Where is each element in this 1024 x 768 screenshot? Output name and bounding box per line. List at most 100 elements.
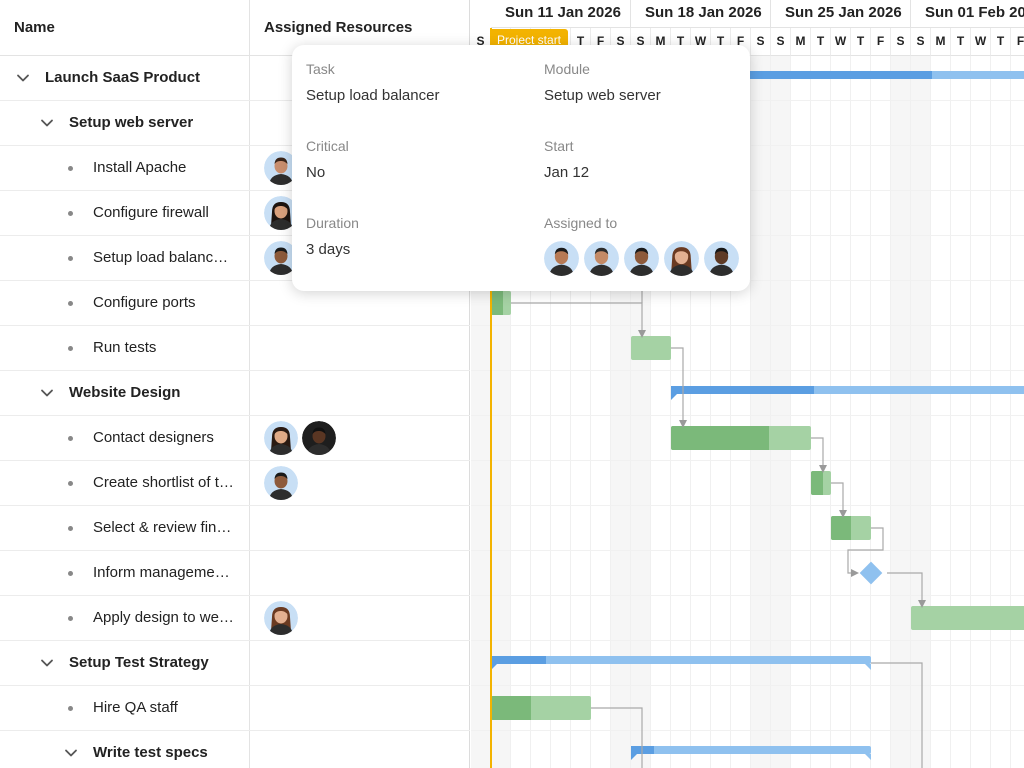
task-bar-configure-ports[interactable]	[491, 291, 511, 315]
tooltip-duration-label: Duration	[306, 215, 359, 231]
task-bar-run-tests[interactable]	[631, 336, 671, 360]
assigned-avatar[interactable]	[544, 241, 579, 276]
day-column	[531, 56, 551, 768]
task-row[interactable]: Inform manageme…	[0, 551, 470, 596]
summary-bar-website-design[interactable]	[671, 386, 1024, 400]
row-gridline	[471, 370, 1024, 371]
task-name: Website Design	[69, 384, 181, 401]
chevron-down-icon[interactable]	[64, 746, 78, 760]
task-row[interactable]: Install Apache	[0, 146, 470, 191]
task-row[interactable]: Hire QA staff	[0, 686, 470, 731]
tooltip-critical-value: No	[306, 164, 326, 181]
day-header: W	[831, 28, 851, 56]
assigned-avatar[interactable]	[704, 241, 739, 276]
tooltip-module: Module Setup web server	[544, 61, 754, 104]
day-column	[591, 56, 611, 768]
chevron-down-icon[interactable]	[40, 116, 54, 130]
day-header: S	[891, 28, 911, 56]
day-column	[651, 56, 671, 768]
task-row[interactable]: Configure firewall	[0, 191, 470, 236]
task-bar-create-shortlist[interactable]	[811, 471, 831, 495]
day-header: M	[791, 28, 811, 56]
day-column	[971, 56, 991, 768]
bullet-icon	[68, 571, 73, 576]
task-row[interactable]: Launch SaaS Product	[0, 56, 470, 101]
column-separator[interactable]	[249, 0, 250, 768]
task-row[interactable]: Apply design to we…	[0, 596, 470, 641]
task-name: Create shortlist of t…	[93, 474, 234, 491]
task-row[interactable]: Create shortlist of t…	[0, 461, 470, 506]
tooltip-start: Start Jan 12	[544, 138, 754, 181]
resource-avatar[interactable]	[264, 241, 298, 275]
resource-avatar[interactable]	[264, 601, 298, 635]
day-column	[731, 56, 751, 768]
task-row[interactable]: Setup Test Strategy	[0, 641, 470, 686]
grid-header: Name Assigned Resources	[0, 0, 470, 56]
chevron-down-icon[interactable]	[16, 71, 30, 85]
assigned-avatar[interactable]	[664, 241, 699, 276]
assigned-avatar[interactable]	[584, 241, 619, 276]
task-bar-select-review[interactable]	[831, 516, 871, 540]
assigned-avatar[interactable]	[624, 241, 659, 276]
row-gridline	[471, 460, 1024, 461]
task-row[interactable]: Contact designers	[0, 416, 470, 461]
summary-bar-setup-test-strategy[interactable]	[491, 656, 871, 670]
chevron-down-icon[interactable]	[40, 386, 54, 400]
day-column	[771, 56, 791, 768]
resource-avatar[interactable]	[264, 196, 298, 230]
tooltip-critical: Critical No	[306, 138, 516, 181]
task-bar-apply-design[interactable]	[911, 606, 1024, 630]
name-column-header[interactable]: Name	[14, 19, 55, 36]
day-header: F	[871, 28, 891, 56]
resources-column-header[interactable]: Assigned Resources	[264, 19, 413, 36]
day-column	[851, 56, 871, 768]
week-header: Sun 18 Jan 2026	[631, 0, 771, 28]
week-header: Sun 25 Jan 2026	[771, 0, 911, 28]
tooltip-start-value: Jan 12	[544, 164, 590, 181]
row-gridline	[471, 325, 1024, 326]
tooltip-module-label: Module	[544, 61, 590, 77]
row-gridline	[471, 595, 1024, 596]
day-column	[751, 56, 771, 768]
task-bar-hire-qa-staff[interactable]	[491, 696, 591, 720]
task-name: Contact designers	[93, 429, 214, 446]
day-column	[911, 56, 931, 768]
task-row[interactable]: Setup web server	[0, 101, 470, 146]
day-column	[671, 56, 691, 768]
week-header: Sun 01 Feb 2026	[911, 0, 1024, 28]
task-row[interactable]: Write test specs	[0, 731, 470, 768]
bullet-icon	[68, 346, 73, 351]
task-row[interactable]: Setup load balanc…	[0, 236, 470, 281]
bullet-icon	[68, 481, 73, 486]
tooltip-module-value: Setup web server	[544, 87, 661, 104]
task-name: Configure firewall	[93, 204, 209, 221]
day-column	[511, 56, 531, 768]
task-name: Apply design to we…	[93, 609, 234, 626]
task-name: Write test specs	[93, 744, 208, 761]
tooltip-task-value: Setup load balancer	[306, 87, 440, 104]
chevron-down-icon[interactable]	[40, 656, 54, 670]
task-bar-contact-designers[interactable]	[671, 426, 811, 450]
bullet-icon	[68, 211, 73, 216]
summary-bar-write-test-specs[interactable]	[631, 746, 871, 760]
task-name: Select & review fin…	[93, 519, 232, 536]
task-row[interactable]: Configure ports	[0, 281, 470, 326]
bullet-icon	[68, 166, 73, 171]
day-header: T	[991, 28, 1011, 56]
task-row[interactable]: Select & review fin…	[0, 506, 470, 551]
task-row[interactable]: Run tests	[0, 326, 470, 371]
day-column	[711, 56, 731, 768]
tooltip-duration-value: 3 days	[306, 241, 351, 258]
assigned-resources	[264, 421, 336, 455]
resource-avatar[interactable]	[264, 421, 298, 455]
resource-avatar[interactable]	[302, 421, 336, 455]
tooltip-assigned-avatars	[544, 241, 754, 276]
resource-avatar[interactable]	[264, 151, 298, 185]
day-header: F	[1011, 28, 1024, 56]
task-row[interactable]: Website Design	[0, 371, 470, 416]
bullet-icon	[68, 256, 73, 261]
row-gridline	[471, 685, 1024, 686]
day-header: W	[971, 28, 991, 56]
resource-avatar[interactable]	[264, 466, 298, 500]
task-name: Setup load balanc…	[93, 249, 229, 266]
